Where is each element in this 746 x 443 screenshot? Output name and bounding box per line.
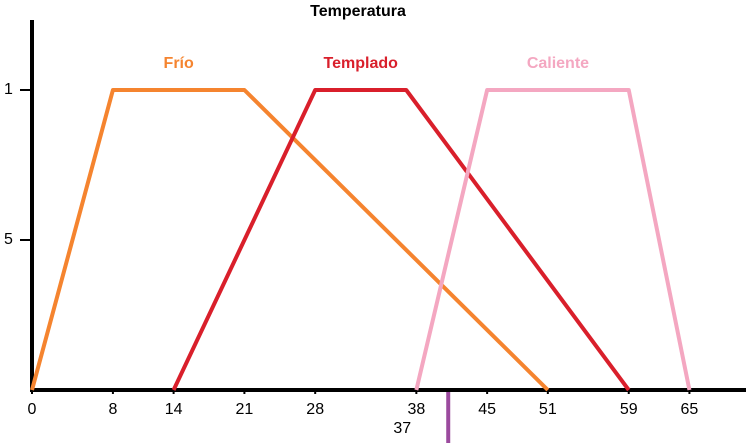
x-tick-label: 65 [681, 401, 699, 418]
x-tick-label: 0 [28, 401, 37, 418]
x-tick-label: 45 [478, 401, 496, 418]
series-line [30, 88, 550, 392]
series-line [414, 88, 692, 391]
x-tick-label: 14 [165, 401, 183, 418]
x-tick-label: 8 [108, 401, 117, 418]
marker-label: 37 [393, 420, 411, 437]
x-tick-label: 59 [620, 401, 638, 418]
legend-label: Caliente [527, 55, 589, 72]
x-tick-label: 38 [407, 401, 425, 418]
x-tick-label: 28 [306, 401, 324, 418]
y-tick-label: 5 [4, 231, 13, 248]
chart-title: Temperatura [310, 3, 406, 20]
x-tick-label: 51 [539, 401, 557, 418]
x-tick-label: 21 [236, 401, 254, 418]
legend-label: Templado [324, 55, 399, 72]
legend-label: Frío [164, 55, 194, 72]
series-line [171, 88, 631, 392]
y-tick-label: 1 [4, 81, 13, 98]
